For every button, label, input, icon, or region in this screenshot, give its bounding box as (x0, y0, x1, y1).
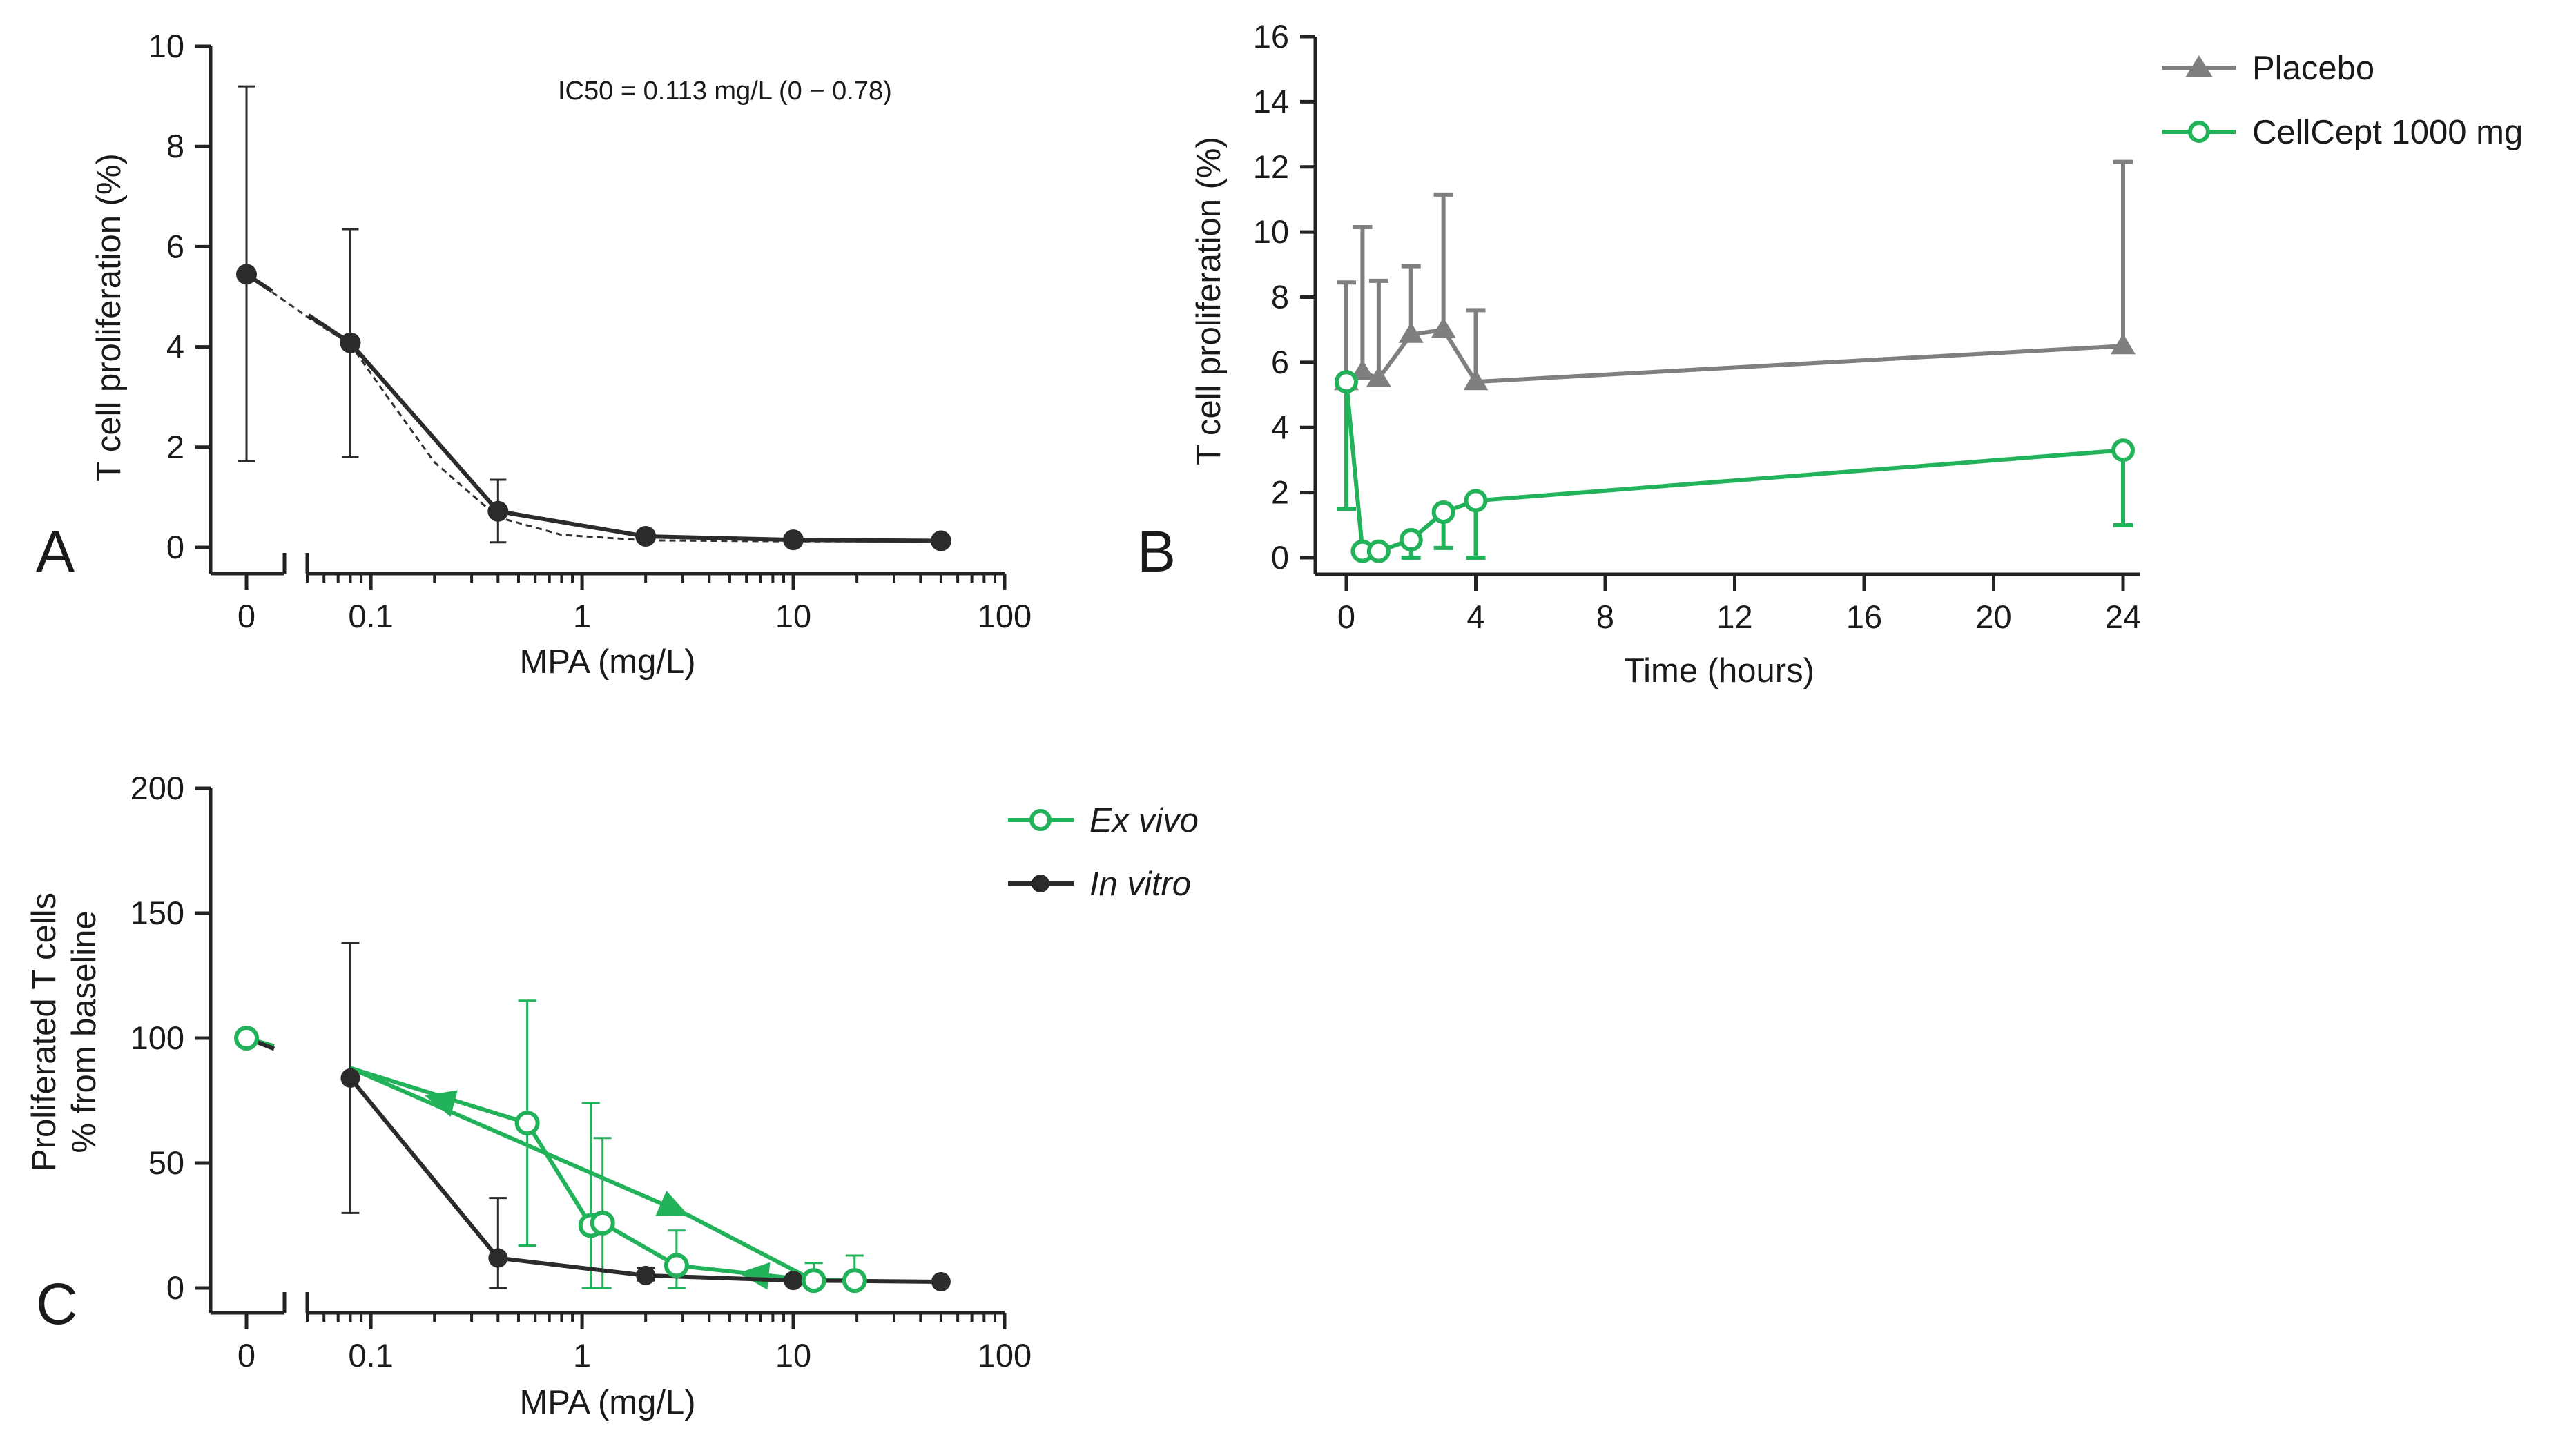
panel-b-y-tick-label: 16 (1253, 18, 1289, 55)
panel-a-data-point (930, 530, 951, 551)
panel-a-data-point (487, 500, 509, 522)
legend-cellcept-label: CellCept 1000 mg (2252, 114, 2523, 151)
panel-a-y-tick-label: 4 (166, 329, 184, 365)
invitro-data-point (784, 1271, 804, 1291)
cellcept-data-point (1464, 489, 1488, 513)
cellcept-data-point (1335, 370, 1358, 394)
panel-c-x-tick-label: 1 (573, 1337, 591, 1374)
legend-invitro-label: In vitro (1090, 866, 1191, 903)
panel-a: A IC50 = 0.113 mg/L (0 − 0.78) MPA (mg/L… (36, 28, 1032, 681)
exvivo-direction-arrow (655, 1191, 689, 1216)
placebo-data-point (1350, 360, 1375, 381)
panel-b-y-tick-label: 4 (1271, 409, 1289, 445)
panel-b: B Time (hours) T cell proliferation (%) … (1137, 18, 2523, 690)
invitro-data-point (488, 1248, 508, 1268)
exvivo-data-point (801, 1268, 826, 1294)
exvivo-direction-arrow (738, 1262, 771, 1290)
panel-c-xlabel: MPA (mg/L) (519, 1384, 695, 1421)
panel-a-y-tick-label: 6 (166, 228, 184, 264)
legend-exvivo-label: Ex vivo (1090, 802, 1199, 839)
placebo-data-point (1463, 369, 1489, 391)
panel-a-x-tick-label: 1 (573, 598, 591, 634)
legend-invitro-marker (1032, 875, 1049, 892)
exvivo-data-point (590, 1210, 615, 1236)
invitro-data-point (340, 1068, 360, 1088)
panel-c-y-tick-label: 50 (148, 1144, 184, 1181)
placebo-data-point (2111, 333, 2136, 355)
cellcept-data-point (1431, 500, 1455, 524)
panel-b-x-tick-label: 12 (1716, 598, 1752, 635)
panel-c-x-tick-label: 0 (238, 1337, 255, 1374)
panel-c: C MPA (mg/L) Proliferated T cells % from… (26, 770, 1199, 1421)
legend-placebo-label: Placebo (2252, 50, 2374, 87)
legend-exvivo-marker (1029, 809, 1052, 831)
panel-b-y-tick-label: 14 (1253, 83, 1289, 119)
panel-c-y-tick-label: 100 (130, 1019, 184, 1056)
panel-b-x-tick-label: 24 (2105, 598, 2141, 635)
placebo-line (1345, 327, 2124, 384)
cellcept-data-point (1366, 539, 1391, 563)
cellcept-line (1344, 381, 2124, 554)
panel-a-y-tick-label: 2 (166, 429, 184, 465)
panel-a-data-point (635, 526, 657, 547)
panel-a-x-tick-label: 100 (978, 598, 1032, 634)
panel-a-y-tick-label: 8 (166, 128, 184, 164)
ic50-annotation: IC50 = 0.113 mg/L (0 − 0.78) (558, 77, 892, 106)
panel-b-y-tick-label: 8 (1271, 279, 1289, 315)
legend-c: Ex vivo In vitro (1008, 802, 1199, 903)
exvivo-data-point (842, 1268, 867, 1294)
panel-c-x-tick-label: 10 (775, 1337, 811, 1374)
panel-letter-c: C (36, 1271, 78, 1336)
panel-b-y-tick-label: 0 (1271, 539, 1289, 576)
panel-c-y-tick-label: 0 (166, 1269, 184, 1306)
legend-placebo-marker (2185, 55, 2213, 77)
panel-b-x-tick-label: 0 (1337, 598, 1355, 635)
panel-c-ylabel-line1: Proliferated T cells (26, 892, 63, 1171)
placebo-data-point (1431, 317, 1456, 338)
panel-b-xlabel: Time (hours) (1624, 652, 1814, 690)
exvivo-data-point (664, 1253, 689, 1278)
exvivo-direction-arrow (425, 1090, 458, 1117)
panel-b-x-tick-label: 4 (1466, 598, 1484, 635)
panel-a-data-point (236, 264, 257, 285)
cellcept-data-point (1399, 528, 1423, 552)
panel-c-x-tick-label: 0.1 (348, 1337, 393, 1374)
panel-letter-b: B (1137, 519, 1176, 584)
panel-b-ylabel: T cell proliferation (%) (1190, 137, 1228, 465)
cellcept-data-point (2111, 438, 2135, 462)
invitro-data-point (931, 1271, 951, 1291)
panel-c-x-tick-label: 100 (978, 1337, 1032, 1374)
panel-c-y-tick-label: 150 (130, 895, 184, 931)
panel-a-y-tick-label: 10 (148, 28, 184, 64)
panel-b-x-tick-label: 8 (1596, 598, 1614, 635)
exvivo-data-point (514, 1111, 540, 1136)
invitro-data-point (636, 1265, 656, 1285)
panel-b-y-tick-label: 10 (1253, 213, 1289, 250)
panel-c-y-tick-label: 200 (130, 770, 184, 806)
panel-a-x-tick-label: 10 (775, 598, 811, 634)
legend-cellcept-marker (2188, 121, 2210, 143)
placebo-data-point (1366, 366, 1391, 387)
panel-letter-a: A (36, 519, 75, 584)
panel-c-ylabel-line2: % from baseline (66, 910, 103, 1153)
exvivo-data-point (234, 1026, 259, 1051)
panel-a-ylabel: T cell proliferation (%) (90, 153, 128, 482)
panel-a-y-tick-label: 0 (166, 529, 184, 565)
panel-b-y-tick-label: 6 (1271, 344, 1289, 380)
panel-b-y-tick-label: 2 (1271, 474, 1289, 511)
panel-b-x-tick-label: 20 (1975, 598, 2011, 635)
panel-b-x-tick-label: 16 (1846, 598, 1882, 635)
panel-a-x-tick-label: 0.1 (348, 598, 393, 634)
placebo-data-point (1398, 322, 1424, 343)
fit-curve-dashed (246, 273, 941, 543)
panel-a-x-tick-label: 0 (238, 598, 255, 634)
panel-a-data-point (340, 332, 361, 353)
panel-a-xlabel: MPA (mg/L) (519, 643, 695, 681)
panel-a-data-point (783, 529, 804, 551)
legend-b: Placebo CellCept 1000 mg (2162, 50, 2523, 151)
panel-b-y-tick-label: 12 (1253, 148, 1289, 185)
panel-a-series-line (349, 341, 941, 543)
